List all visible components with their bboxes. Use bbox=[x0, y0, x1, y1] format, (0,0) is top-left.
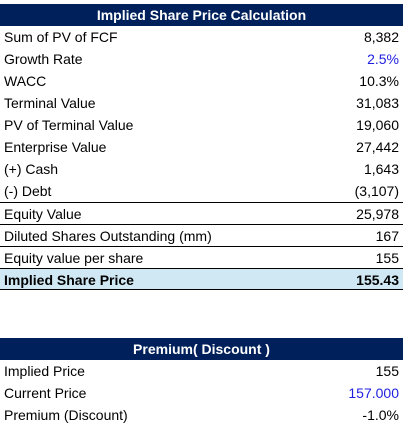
row-value: (3,107) bbox=[354, 183, 399, 199]
row-value: 8,382 bbox=[363, 29, 399, 45]
row-label: Equity Value bbox=[4, 206, 82, 222]
row-terminal-value: Terminal Value 31,083 bbox=[0, 92, 403, 114]
row-premium-discount: Premium (Discount) -1.0% bbox=[0, 404, 403, 426]
row-label: Diluted Shares Outstanding (mm) bbox=[4, 228, 212, 244]
row-label: (-) Debt bbox=[4, 183, 52, 199]
row-sum-of-pv-of-fcf: Sum of PV of FCF 8,382 bbox=[0, 26, 403, 48]
row-value: 167 bbox=[375, 228, 399, 244]
implied-share-price-header: Implied Share Price Calculation bbox=[0, 4, 403, 26]
row-label: Enterprise Value bbox=[4, 139, 107, 155]
row-value: 155 bbox=[375, 363, 399, 379]
row-pv-of-terminal-value: PV of Terminal Value 19,060 bbox=[0, 114, 403, 136]
row-label: Implied Price bbox=[4, 363, 85, 379]
row-implied-share-price: Implied Share Price 155.43 bbox=[0, 268, 403, 290]
row-cash: (+) Cash 1,643 bbox=[0, 158, 403, 180]
row-value: 31,083 bbox=[356, 95, 399, 111]
row-label: Current Price bbox=[4, 385, 87, 401]
row-growth-rate: Growth Rate 2.5% bbox=[0, 48, 403, 70]
row-current-price: Current Price 157.000 bbox=[0, 382, 403, 404]
row-enterprise-value: Enterprise Value 27,442 bbox=[0, 136, 403, 158]
row-label: Sum of PV of FCF bbox=[4, 29, 118, 45]
row-value: 10.3% bbox=[359, 73, 399, 89]
premium-discount-header: Premium( Discount ) bbox=[0, 338, 403, 360]
row-value: 2.5% bbox=[367, 51, 399, 67]
row-label: Terminal Value bbox=[4, 95, 96, 111]
row-value: 157.000 bbox=[348, 385, 399, 401]
row-equity-value-per-share: Equity value per share 155 bbox=[0, 246, 403, 268]
row-diluted-shares-outstanding: Diluted Shares Outstanding (mm) 167 bbox=[0, 224, 403, 246]
row-label: PV of Terminal Value bbox=[4, 117, 134, 133]
row-implied-price: Implied Price 155 bbox=[0, 360, 403, 382]
row-value: 27,442 bbox=[356, 139, 399, 155]
row-label: Growth Rate bbox=[4, 51, 83, 67]
row-value: 25,978 bbox=[356, 206, 399, 222]
row-wacc: WACC 10.3% bbox=[0, 70, 403, 92]
row-label: Equity value per share bbox=[4, 250, 144, 266]
row-label: Premium (Discount) bbox=[4, 407, 128, 423]
row-label: Implied Share Price bbox=[4, 272, 134, 288]
row-equity-value: Equity Value 25,978 bbox=[0, 202, 403, 224]
row-value: 155 bbox=[375, 250, 399, 266]
row-debt: (-) Debt (3,107) bbox=[0, 180, 403, 202]
row-value: 1,643 bbox=[363, 161, 399, 177]
row-label: WACC bbox=[4, 73, 47, 89]
row-value: -1.0% bbox=[362, 407, 399, 423]
row-value: 155.43 bbox=[356, 272, 399, 288]
row-label: (+) Cash bbox=[4, 161, 59, 177]
row-value: 19,060 bbox=[356, 117, 399, 133]
